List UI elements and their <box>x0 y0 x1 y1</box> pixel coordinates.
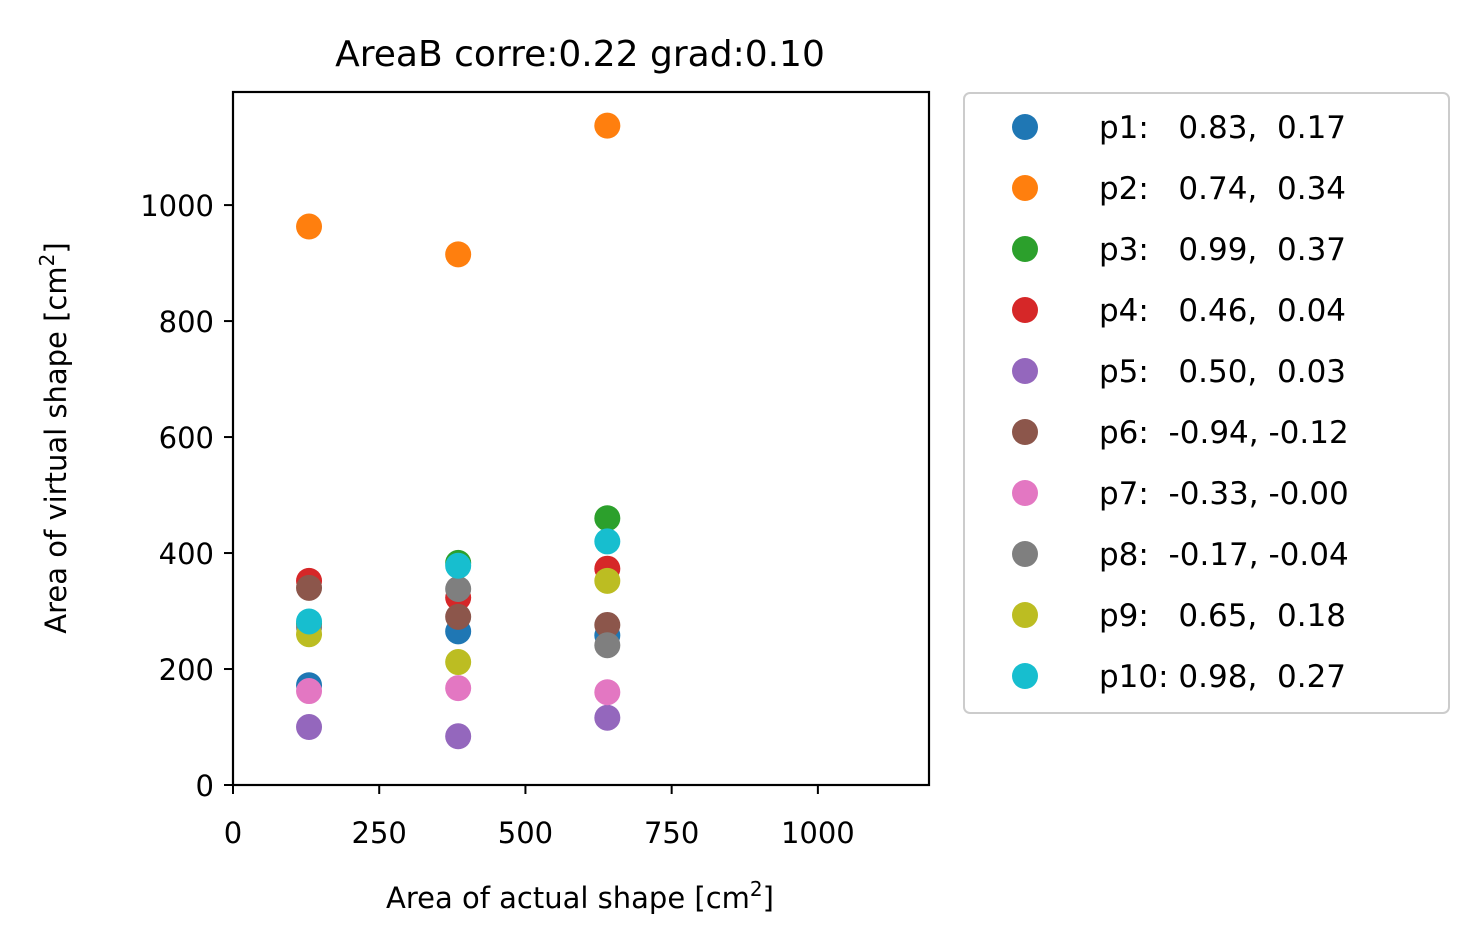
x-tick-label: 500 <box>498 816 553 850</box>
x-tick-label: 250 <box>352 816 407 850</box>
legend-label-p6: p6: -0.94, -0.12 <box>1099 415 1349 451</box>
legend-marker-p10 <box>1012 663 1038 689</box>
legend-marker-p2 <box>1012 175 1038 201</box>
data-point-p8 <box>594 632 621 659</box>
legend-marker-p4 <box>1012 297 1038 323</box>
y-tick-label: 0 <box>196 769 214 803</box>
legend-label-p5: p5: 0.50, 0.03 <box>1099 354 1346 390</box>
data-point-p6 <box>296 574 323 601</box>
legend-marker-p7 <box>1012 480 1038 506</box>
legend-frame <box>963 92 1450 714</box>
chart-title: AreaB corre:0.22 grad:0.10 <box>335 34 825 75</box>
data-point-p7 <box>594 679 621 706</box>
data-point-p2 <box>445 241 472 268</box>
legend-label-p3: p3: 0.99, 0.37 <box>1099 232 1346 268</box>
x-tick-label: 1000 <box>781 816 855 850</box>
data-point-p9 <box>445 649 472 676</box>
data-point-p9 <box>594 567 621 594</box>
y-axis-label: Area of virtual shape [cm2] <box>35 242 73 633</box>
data-point-p5 <box>296 714 323 741</box>
data-point-p10 <box>594 528 621 555</box>
y-tick-label: 200 <box>159 653 214 687</box>
data-points <box>296 112 621 750</box>
y-tick-label: 400 <box>159 537 214 571</box>
legend-label-p10: p10: 0.98, 0.27 <box>1099 659 1346 695</box>
legend-marker-p3 <box>1012 236 1038 262</box>
legend-marker-p9 <box>1012 602 1038 628</box>
data-point-p10 <box>445 552 472 579</box>
data-point-p5 <box>445 723 472 750</box>
data-point-p7 <box>296 678 323 705</box>
x-tick-label: 750 <box>644 816 699 850</box>
y-tick-label: 600 <box>159 421 214 455</box>
legend-marker-p6 <box>1012 419 1038 445</box>
plot-frame <box>231 90 931 787</box>
legend-label-p9: p9: 0.65, 0.18 <box>1099 598 1346 634</box>
data-point-p6 <box>445 603 472 630</box>
legend-label-p1: p1: 0.83, 0.17 <box>1099 110 1346 146</box>
legend-label-p2: p2: 0.74, 0.34 <box>1099 171 1346 207</box>
data-point-p3 <box>594 505 621 532</box>
legend-label-p4: p4: 0.46, 0.04 <box>1099 293 1346 329</box>
data-point-p7 <box>445 675 472 702</box>
data-point-p2 <box>594 112 621 139</box>
legend-label-p7: p7: -0.33, -0.00 <box>1099 476 1349 512</box>
data-point-p5 <box>594 704 621 731</box>
data-point-p10 <box>296 608 323 635</box>
legend-marker-p1 <box>1012 114 1038 140</box>
x-axis-label: Area of actual shape [cm2] <box>386 877 774 915</box>
data-point-p2 <box>296 213 323 240</box>
axis-ticks: 0 250 500 750 1000 0 200 400 600 800 1000 <box>140 189 855 850</box>
legend: p1: 0.83, 0.17 p2: 0.74, 0.34 p3: 0.99, 0.… <box>963 92 1450 714</box>
x-tick-label: 0 <box>224 816 242 850</box>
y-tick-label: 1000 <box>140 189 214 223</box>
y-tick-label: 800 <box>159 305 214 339</box>
legend-marker-p5 <box>1012 358 1038 384</box>
legend-marker-p8 <box>1012 541 1038 567</box>
data-point-p6 <box>594 611 621 638</box>
legend-label-p8: p8: -0.17, -0.04 <box>1099 537 1349 573</box>
data-point-p8 <box>445 575 472 602</box>
